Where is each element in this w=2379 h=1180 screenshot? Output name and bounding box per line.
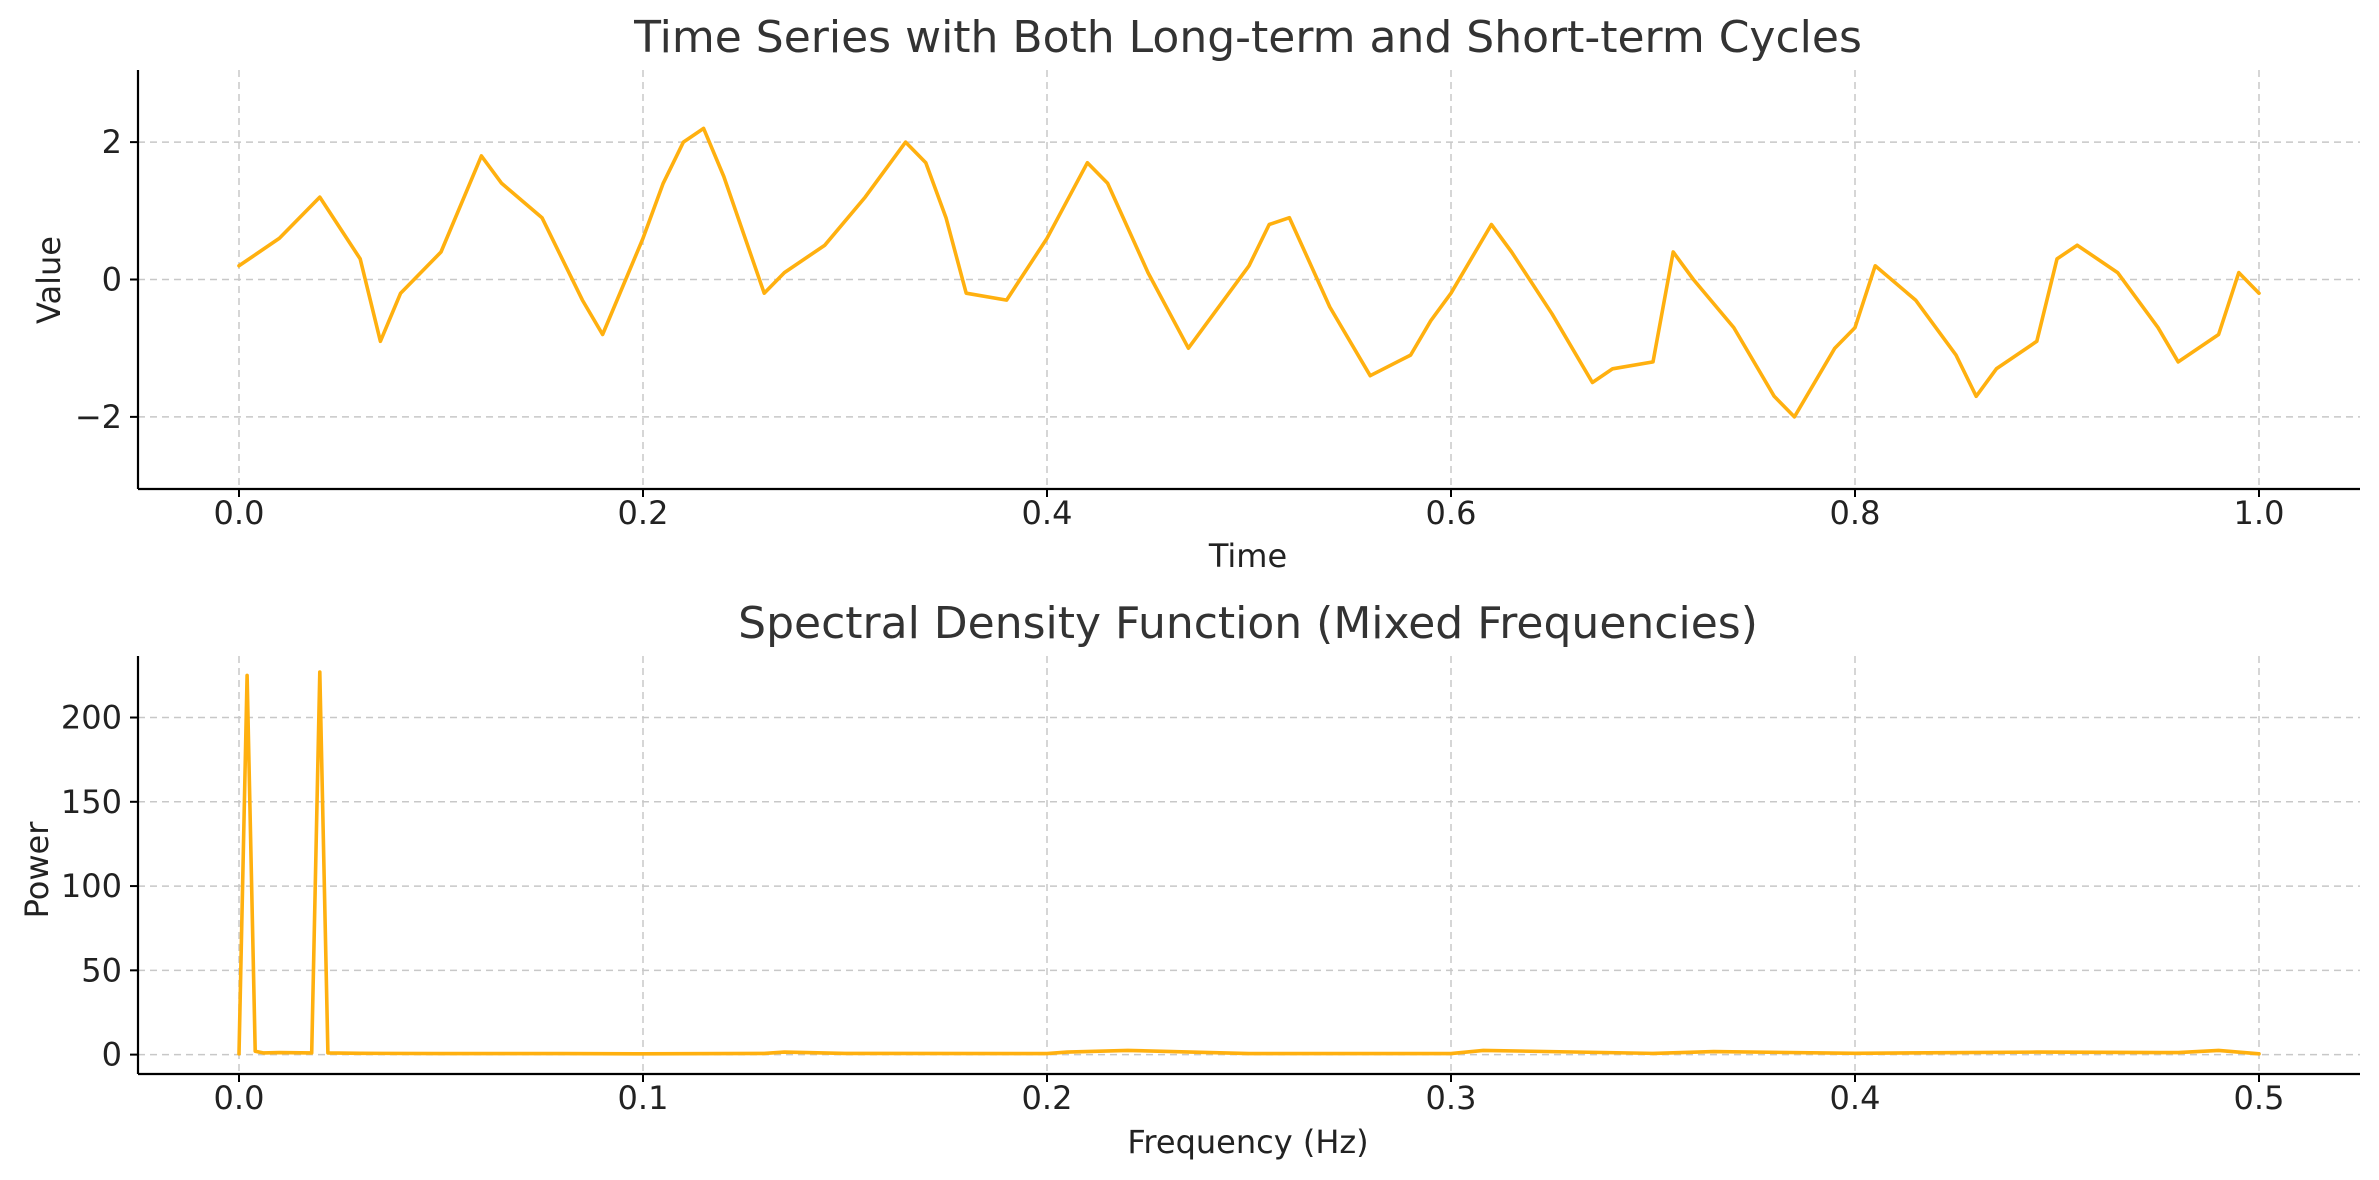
spectral-density-title: Spectral Density Function (Mixed Frequen… xyxy=(738,598,1758,649)
spectral-density-y-tick-label: 150 xyxy=(61,783,122,821)
spectral-density-x-tick-label: 0.1 xyxy=(618,1079,669,1117)
spectral-density-x-tick-label: 0.2 xyxy=(1022,1079,1073,1117)
spectral-density-y-tick-label: 50 xyxy=(81,951,122,989)
time-series-y-axis-label: Value xyxy=(30,236,68,324)
time-series-x-tick-label: 0.8 xyxy=(1830,494,1881,532)
time-series-x-tick-label: 0.2 xyxy=(618,494,669,532)
spectral-density-grid xyxy=(138,656,2360,1074)
time-series-y-tick-label: 2 xyxy=(102,123,122,161)
time-series-x-tick-label: 0.4 xyxy=(1022,494,1073,532)
spectral-density-x-tick-label: 0.5 xyxy=(2234,1079,2285,1117)
spectral-density-x-tick-label: 0.3 xyxy=(1426,1079,1477,1117)
spectral-density-y-tick-label: 0 xyxy=(102,1036,122,1074)
spectral-density-y-tick-label: 200 xyxy=(61,699,122,737)
spectral-density-x-tick-label: 0.4 xyxy=(1830,1079,1881,1117)
time-series-lines xyxy=(237,126,2261,419)
time-series-panel: Time Series with Both Long-term and Shor… xyxy=(30,12,2360,575)
spectral-density-x-tick-label: 0.0 xyxy=(214,1079,265,1117)
time-series-x-tick-label: 0.6 xyxy=(1426,494,1477,532)
time-series-title: Time Series with Both Long-term and Shor… xyxy=(633,12,1862,63)
time-series-ticks: 0.0 0.2 0.4 0.6 0.8 1.0 −2 0 2 xyxy=(75,123,2285,532)
spectral-density-panel: Spectral Density Function (Mixed Frequen… xyxy=(18,598,2360,1161)
spectral-density-x-axis-label: Frequency (Hz) xyxy=(1127,1123,1368,1161)
time-series-x-tick-label: 1.0 xyxy=(2234,494,2285,532)
spectral-density-y-axis-label: Power xyxy=(18,821,56,919)
time-series-x-axis-label: Time xyxy=(1208,537,1287,575)
time-series-x-tick-label: 0.0 xyxy=(214,494,265,532)
spectral-density-y-tick-label: 100 xyxy=(61,867,122,905)
time-series-y-tick-label: 0 xyxy=(102,261,122,299)
spectral-density-lines xyxy=(237,670,2261,1056)
spectral-density-series-line xyxy=(237,670,2261,1056)
time-series-y-tick-label: −2 xyxy=(75,398,122,436)
time-series-series-line xyxy=(237,126,2261,419)
spectral-density-ticks: 0.0 0.1 0.2 0.3 0.4 0.5 0 50 100 150 200 xyxy=(61,699,2285,1117)
time-series-grid xyxy=(138,70,2360,489)
